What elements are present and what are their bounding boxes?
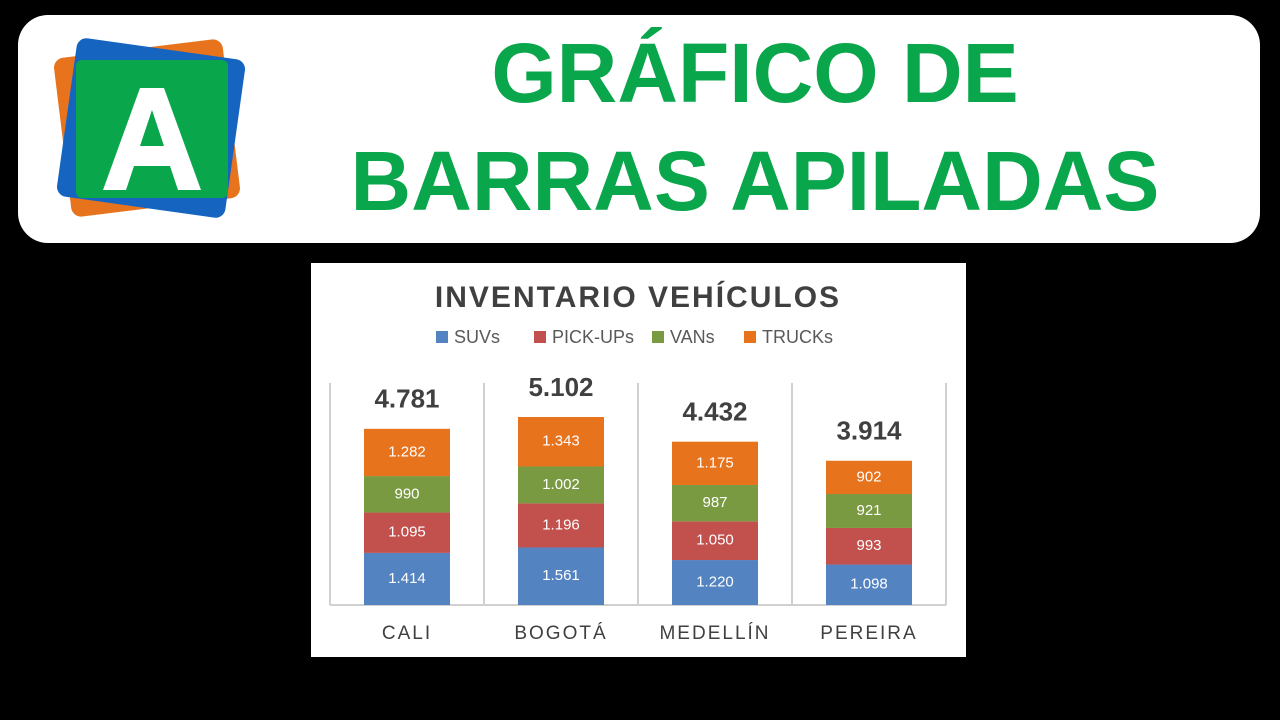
bar-segment <box>518 503 604 548</box>
chart-title: INVENTARIO VEHÍCULOS <box>435 280 841 314</box>
bar-segment <box>364 512 450 553</box>
bar-segment <box>364 428 450 477</box>
value-label: 1.343 <box>542 433 580 450</box>
legend-swatch <box>534 331 546 343</box>
bar-segment <box>672 560 758 605</box>
bar-segment <box>672 521 758 561</box>
value-label: 1.220 <box>696 573 734 590</box>
legend-swatch <box>652 331 664 343</box>
header-box <box>18 15 1260 243</box>
bar-segment <box>826 527 912 565</box>
x-tick-label: CALI <box>382 623 432 644</box>
value-label: 987 <box>702 494 727 511</box>
value-label: 1.098 <box>850 576 888 593</box>
header-title: GRÁFICO DE <box>491 26 1018 120</box>
legend-label: SUVs <box>454 327 500 347</box>
value-label: 1.196 <box>542 516 580 533</box>
bar-segment <box>364 476 450 513</box>
header-title: BARRAS APILADAS <box>351 134 1160 228</box>
value-label: 1.414 <box>388 570 426 587</box>
legend-swatch <box>744 331 756 343</box>
total-label: 4.432 <box>682 397 747 427</box>
x-tick-label: BOGOTÁ <box>514 623 607 644</box>
value-label: 1.002 <box>542 476 580 493</box>
logo <box>54 38 246 218</box>
x-tick-label: PEREIRA <box>820 623 917 644</box>
value-label: 993 <box>856 537 881 554</box>
value-label: 902 <box>856 468 881 485</box>
total-label: 4.781 <box>374 384 439 414</box>
total-label: 3.914 <box>836 416 902 446</box>
value-label: 1.561 <box>542 567 580 584</box>
bar-segment <box>826 460 912 495</box>
value-label: 1.282 <box>388 443 426 460</box>
bar-segment <box>826 494 912 528</box>
bar-segment <box>518 466 604 504</box>
legend-label: PICK-UPs <box>552 327 634 347</box>
value-label: 1.095 <box>388 524 426 541</box>
x-tick-label: MEDELLÍN <box>659 623 770 644</box>
value-label: 921 <box>856 502 881 519</box>
bar-segment <box>672 441 758 485</box>
legend-label: TRUCKs <box>762 327 833 347</box>
logo-letter <box>103 88 201 190</box>
value-label: 1.050 <box>696 532 734 549</box>
bar-segment <box>518 417 604 467</box>
bar-segment <box>364 552 450 605</box>
legend-swatch <box>436 331 448 343</box>
bar-segment <box>672 484 758 522</box>
value-label: 990 <box>394 485 419 502</box>
bar-segment <box>518 547 604 605</box>
legend-label: VANs <box>670 327 715 347</box>
logo-green <box>76 60 228 198</box>
value-label: 1.175 <box>696 454 734 471</box>
bar-segment <box>826 564 912 605</box>
total-label: 5.102 <box>528 372 593 402</box>
